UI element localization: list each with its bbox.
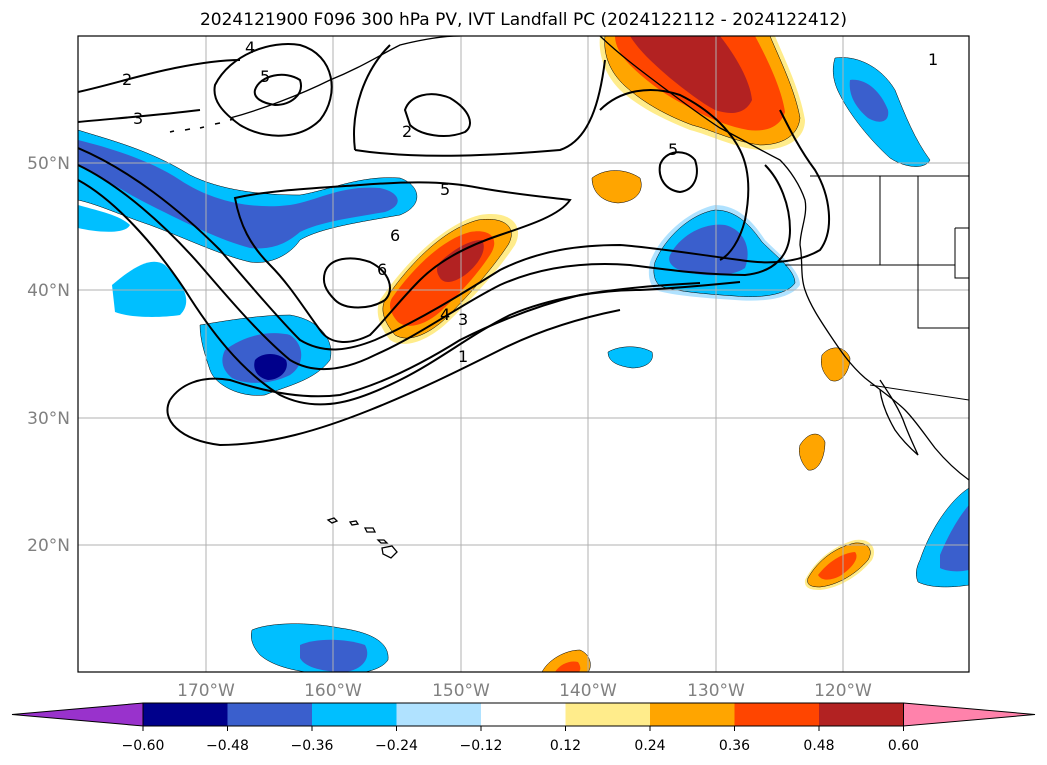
svg-text:4: 4 <box>440 305 450 324</box>
colorbar-extend-max <box>903 702 1036 727</box>
colorbar-segment <box>481 703 566 726</box>
svg-text:1: 1 <box>458 347 468 366</box>
colorbar-extend-min <box>11 702 144 727</box>
colorbar: −0.60 −0.48 −0.36 −0.24 −0.12 0.12 0.24 0.36 0.4… <box>11 702 1036 754</box>
colorbar-segment <box>396 703 482 726</box>
longitude-labels: 170°W 160°W 150°W 140°W 130°W 120°W <box>177 681 872 701</box>
svg-text:140°W: 140°W <box>559 681 617 701</box>
colorbar-segment <box>650 703 735 726</box>
svg-text:3: 3 <box>133 109 143 128</box>
svg-text:40°N: 40°N <box>27 281 70 301</box>
colorbar-tick-label: 0.24 <box>634 738 665 754</box>
colorbar-tick-label: −0.12 <box>460 738 503 754</box>
colorbar-tick-label: −0.24 <box>375 738 418 754</box>
map-title: 2024121900 F096 300 hPa PV, IVT Landfall… <box>199 10 847 30</box>
colorbar-segment <box>143 703 228 726</box>
svg-text:150°W: 150°W <box>432 681 490 701</box>
svg-text:4: 4 <box>245 38 255 57</box>
pv-contours <box>78 43 831 447</box>
svg-text:1: 1 <box>928 50 938 69</box>
contour-labels: 2 3 4 5 2 5 6 6 4 3 1 5 1 <box>122 38 938 366</box>
svg-text:30°N: 30°N <box>27 409 70 429</box>
colorbar-tick-label: −0.60 <box>122 738 165 754</box>
svg-text:3: 3 <box>458 310 468 329</box>
svg-text:5: 5 <box>668 140 678 159</box>
colorbar-frame <box>142 702 904 727</box>
svg-text:20°N: 20°N <box>27 536 70 556</box>
colorbar-segment <box>312 703 397 726</box>
colorbar-tick-label: 0.36 <box>719 738 750 754</box>
colorbar-tick-label: −0.48 <box>206 738 249 754</box>
svg-text:170°W: 170°W <box>177 681 235 701</box>
svg-text:6: 6 <box>377 260 387 279</box>
colorbar-tick-label: 0.48 <box>803 738 834 754</box>
svg-text:5: 5 <box>260 67 270 86</box>
svg-text:50°N: 50°N <box>27 154 70 174</box>
colorbar-tick-label: −0.36 <box>291 738 334 754</box>
map-frame <box>77 35 970 673</box>
svg-text:120°W: 120°W <box>814 681 872 701</box>
colorbar-segment <box>227 703 313 726</box>
svg-text:2: 2 <box>402 122 412 141</box>
svg-text:6: 6 <box>390 226 400 245</box>
svg-text:130°W: 130°W <box>687 681 745 701</box>
colorbar-segment <box>819 703 904 726</box>
svg-text:5: 5 <box>440 180 450 199</box>
svg-text:2: 2 <box>122 70 132 89</box>
colorbar-tick-label: 0.12 <box>550 738 581 754</box>
latitude-labels: 50°N 40°N 30°N 20°N <box>27 154 70 556</box>
graticule <box>78 36 969 672</box>
svg-text:160°W: 160°W <box>304 681 362 701</box>
colorbar-tick-label: 0.60 <box>888 738 919 754</box>
colorbar-segment <box>565 703 651 726</box>
colorbar-segment <box>734 703 820 726</box>
